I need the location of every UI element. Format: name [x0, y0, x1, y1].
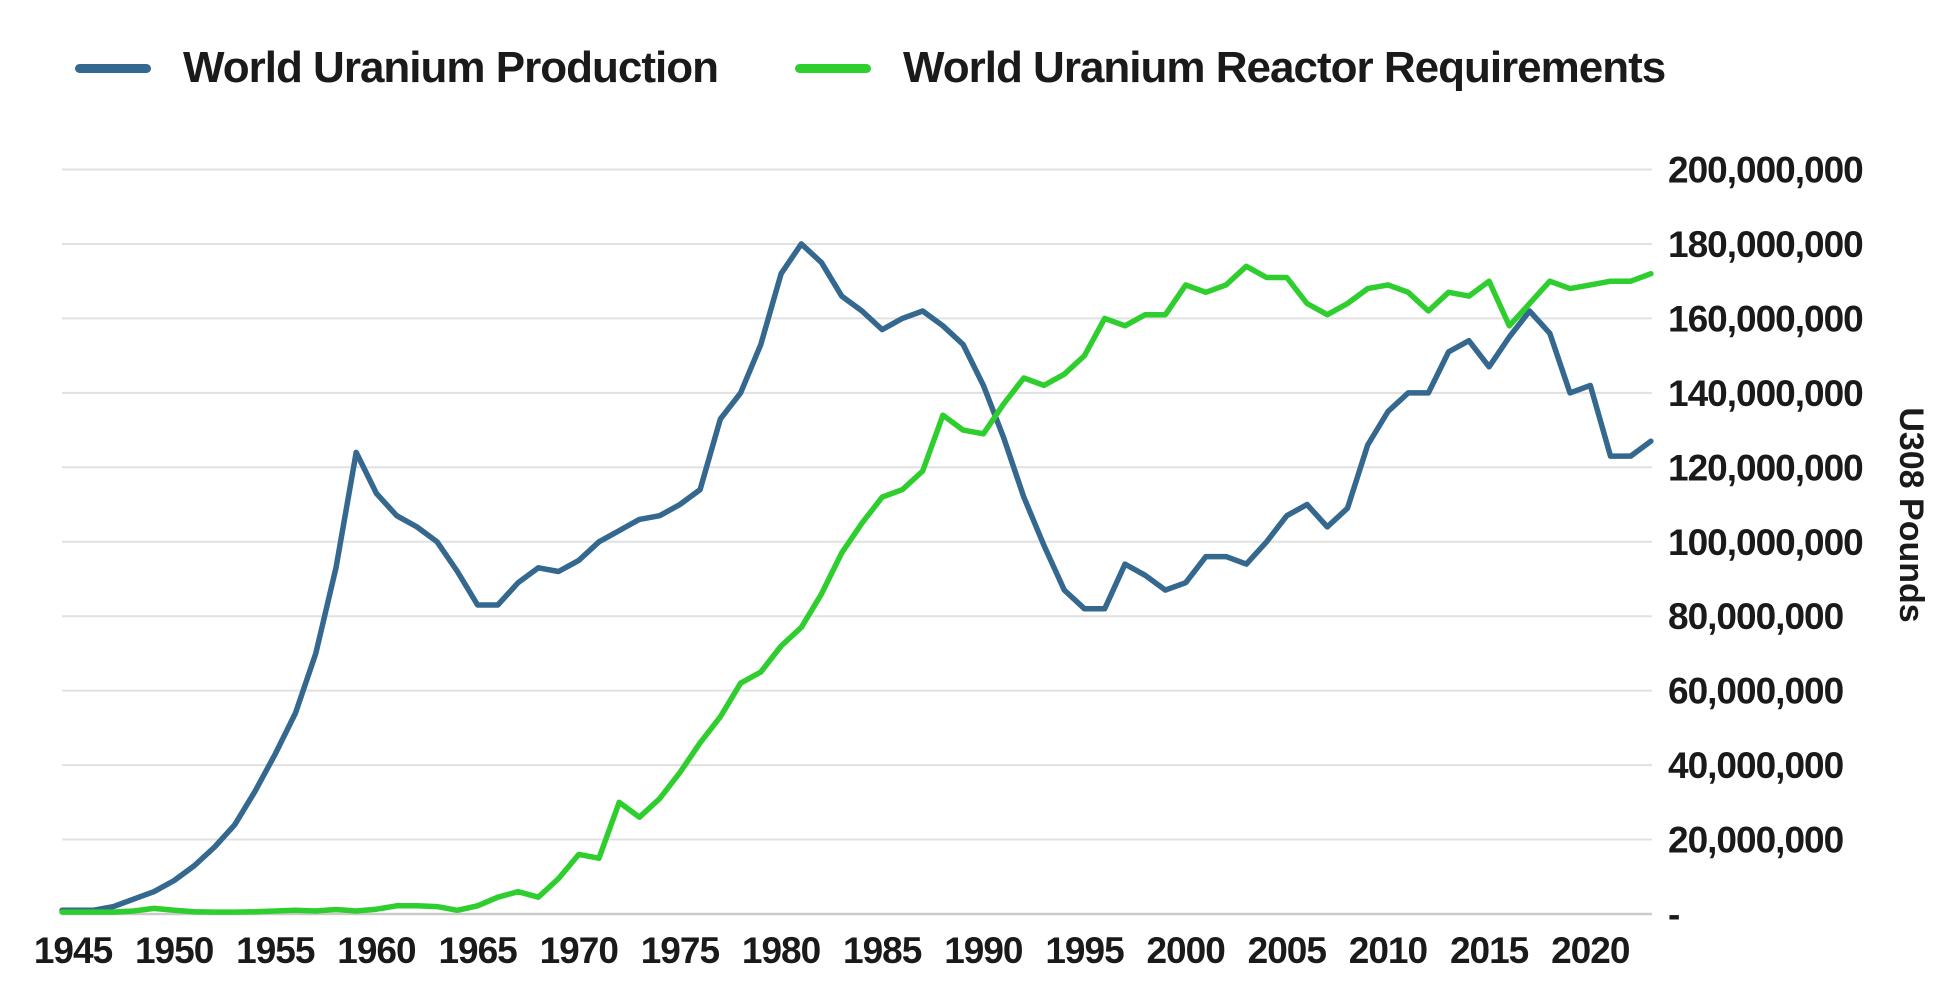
y-tick-label: -: [1668, 894, 1679, 935]
y-tick-label: 100,000,000: [1668, 522, 1863, 563]
x-tick-label: 1950: [135, 930, 214, 971]
x-tick-label: 2005: [1248, 930, 1327, 971]
legend-label-production: World Uranium Production: [183, 43, 719, 92]
legend-item-requirements: World Uranium Reactor Requirements: [795, 43, 1666, 92]
x-tick-label: 1970: [540, 930, 619, 971]
y-axis-title: U308 Pounds: [1892, 407, 1930, 622]
y-tick-label: 40,000,000: [1668, 745, 1844, 786]
x-tick-label: 1965: [438, 930, 517, 971]
y-tick-label: 180,000,000: [1668, 224, 1863, 265]
x-tick-label: 2010: [1349, 930, 1428, 971]
y-tick-label: 80,000,000: [1668, 596, 1844, 637]
x-tick-label: 2000: [1146, 930, 1225, 971]
y-tick-label: 160,000,000: [1668, 298, 1863, 339]
x-tick-label: 1945: [34, 930, 113, 971]
y-tick-label: 120,000,000: [1668, 447, 1863, 488]
requirements-line-swatch: [795, 63, 871, 73]
y-tick-label: 200,000,000: [1668, 150, 1863, 191]
y-tick-label: 20,000,000: [1668, 820, 1844, 861]
requirements-line: [59, 263, 1654, 915]
y-tick-label: 140,000,000: [1668, 373, 1863, 414]
x-tick-label: 2015: [1450, 930, 1529, 971]
x-tick-label: 1960: [337, 930, 416, 971]
production-line: [59, 241, 1654, 914]
x-tick-label: 1985: [843, 930, 922, 971]
x-tick-label: 1955: [236, 930, 315, 971]
y-tick-label: 60,000,000: [1668, 671, 1844, 712]
x-tick-label: 2020: [1551, 930, 1630, 971]
x-tick-label: 1980: [742, 930, 821, 971]
production-line-swatch: [75, 63, 151, 73]
x-tick-label: 1975: [641, 930, 720, 971]
x-tick-label: 1995: [1045, 930, 1124, 971]
legend-label-requirements: World Uranium Reactor Requirements: [903, 43, 1666, 92]
legend-item-production: World Uranium Production: [75, 43, 719, 92]
x-tick-label: 1990: [944, 930, 1023, 971]
